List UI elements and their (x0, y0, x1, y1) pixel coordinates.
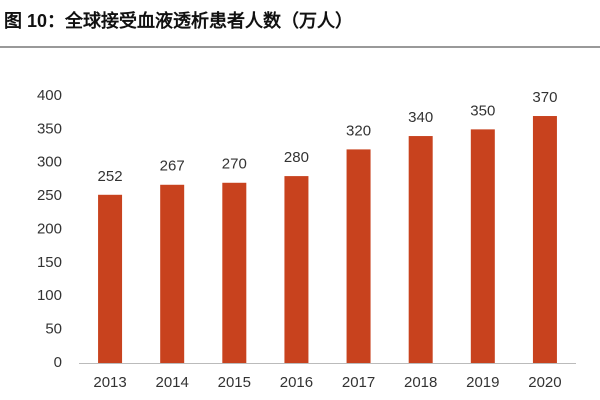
x-tick-label: 2018 (404, 374, 437, 391)
y-tick-label: 250 (37, 187, 62, 204)
bar (470, 129, 495, 363)
x-tick-label: 2014 (156, 374, 189, 391)
x-tick-label: 2020 (528, 374, 561, 391)
y-tick-label: 350 (37, 120, 62, 137)
x-tick-label: 2017 (342, 374, 375, 391)
bar (160, 184, 185, 363)
y-tick-label: 200 (37, 220, 62, 237)
y-tick-label: 300 (37, 154, 62, 171)
bar (98, 194, 123, 363)
data-label: 320 (346, 122, 371, 139)
data-label: 280 (284, 149, 309, 166)
data-label: 252 (98, 168, 123, 185)
y-tick-label: 150 (37, 254, 62, 271)
bar (222, 182, 247, 363)
chart-title: 图 10：全球接受血液透析患者人数（万人） (4, 10, 353, 31)
data-label: 267 (160, 158, 185, 175)
x-tick-label: 2019 (466, 374, 499, 391)
x-tick-label: 2016 (280, 374, 313, 391)
y-tick-label: 50 (45, 321, 62, 338)
data-label: 340 (408, 109, 433, 126)
y-tick-label: 400 (37, 87, 62, 104)
data-label: 350 (470, 102, 495, 119)
y-tick-label: 100 (37, 287, 62, 304)
data-label: 370 (532, 89, 557, 106)
y-tick-label: 0 (54, 354, 62, 371)
bar (284, 176, 309, 363)
x-tick-label: 2015 (218, 374, 251, 391)
bar (408, 136, 433, 363)
bar (532, 116, 557, 364)
data-label: 270 (222, 156, 247, 173)
x-tick-label: 2013 (93, 374, 126, 391)
bar (346, 149, 371, 363)
